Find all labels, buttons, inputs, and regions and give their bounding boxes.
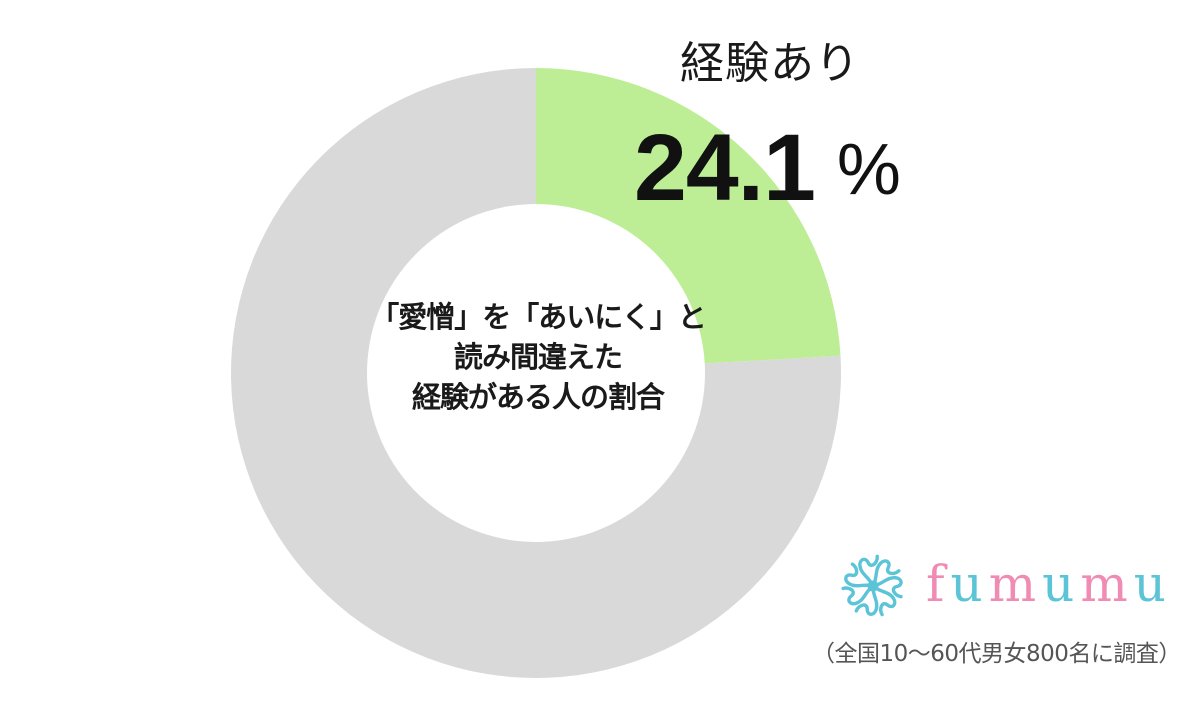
highlight-slice-label: 経験あり (680, 38, 860, 89)
brand-logo: fumumu (834, 546, 1172, 626)
donut-slice-yes (536, 68, 841, 364)
brand-letter: u (950, 555, 989, 613)
highlight-value-number: 24.1 (634, 115, 816, 221)
highlight-slice-value: 24.1% (634, 118, 901, 226)
donut-slices (230, 68, 841, 678)
chart-title-line-3: 経験がある人の割合 (411, 380, 665, 414)
brand-letter: u (1133, 555, 1172, 613)
donut-slice-no (230, 68, 841, 678)
chart-title-line-1: 「愛憎」を「あいにく」と (370, 300, 706, 334)
chart-title: 「愛憎」を「あいにく」と 読み間違えた 経験がある人の割合 (369, 205, 707, 543)
brand-letter: f (926, 555, 951, 613)
brand-wordmark: fumumu (926, 554, 1172, 614)
brand-letter: u (1042, 555, 1081, 613)
flower-swirl-icon (841, 554, 903, 617)
highlight-value-unit: % (836, 130, 901, 210)
brand-letter: m (1080, 555, 1134, 613)
chart-title-line-2: 読み間違えた (453, 340, 623, 374)
survey-note: （全国10〜60代男女800名に調査） (812, 641, 1181, 667)
brand-letter: m (988, 555, 1043, 613)
